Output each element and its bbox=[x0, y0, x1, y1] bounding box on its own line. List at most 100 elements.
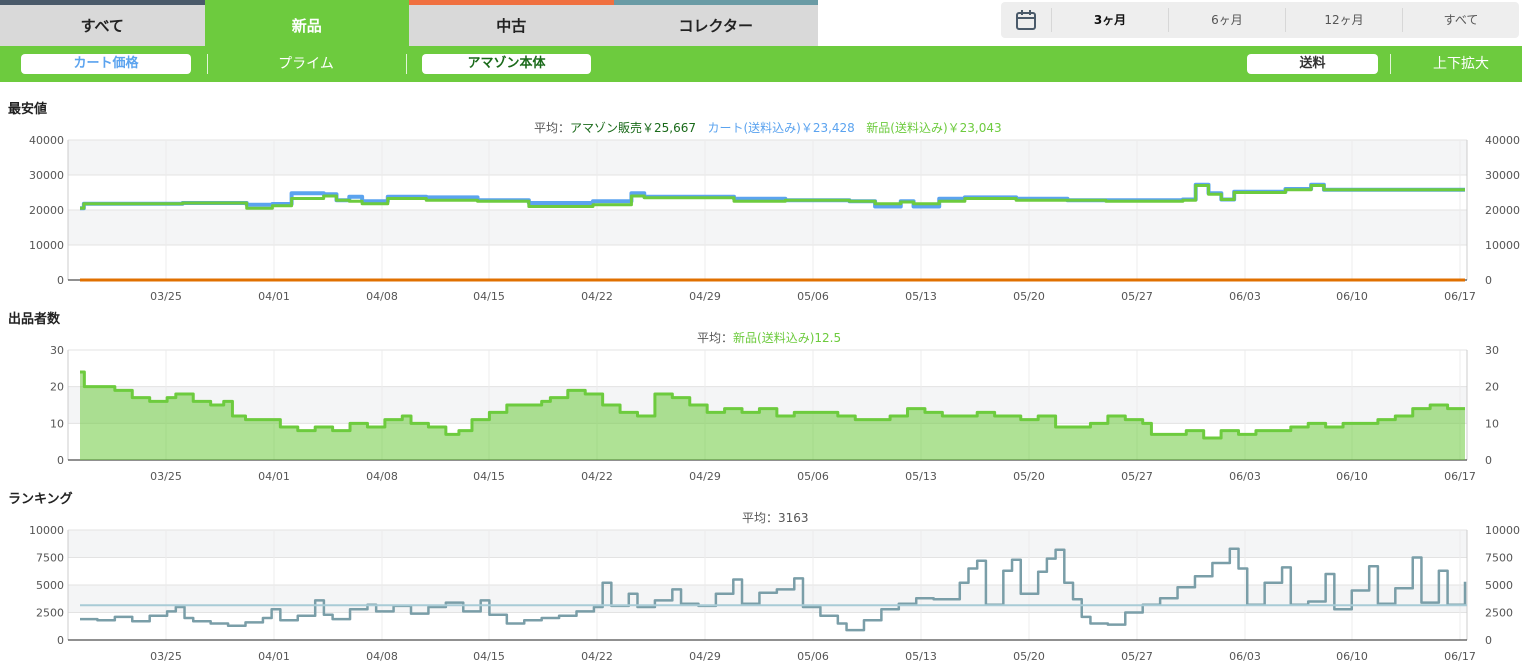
y-tick-label-right: 10000 bbox=[1485, 524, 1520, 537]
series-line bbox=[80, 370, 1465, 440]
tab-all[interactable]: すべて bbox=[0, 0, 205, 46]
x-tick-label: 04/08 bbox=[366, 290, 398, 303]
x-tick-label: 06/03 bbox=[1229, 470, 1261, 483]
y-tick-label-right: 10000 bbox=[1485, 239, 1520, 252]
y-tick-label-right: 20000 bbox=[1485, 204, 1520, 217]
series-toolbar: カート価格 プライム アマゾン本体 送料 上下拡大 bbox=[0, 46, 1522, 82]
x-tick-label: 04/22 bbox=[581, 650, 613, 663]
shipping-toggle[interactable]: 送料 bbox=[1247, 54, 1378, 74]
toolbar-divider bbox=[207, 54, 208, 74]
y-tick-label-left: 20000 bbox=[29, 204, 64, 217]
toolbar-divider bbox=[406, 54, 407, 74]
x-tick-label: 04/08 bbox=[366, 650, 398, 663]
y-tick-label-right: 10 bbox=[1485, 417, 1499, 430]
range-all[interactable]: すべて bbox=[1402, 8, 1519, 32]
rank-section-title: ランキング bbox=[8, 492, 73, 507]
y-tick-label-left: 20 bbox=[50, 381, 64, 394]
grid-band bbox=[68, 585, 1467, 613]
x-tick-label: 06/03 bbox=[1229, 650, 1261, 663]
avg-prefix: 平均： bbox=[697, 331, 734, 345]
y-tick-label-right: 0 bbox=[1485, 274, 1492, 287]
x-tick-label: 06/10 bbox=[1336, 650, 1368, 663]
y-tick-label-left: 10000 bbox=[29, 524, 64, 537]
x-tick-label: 04/29 bbox=[689, 650, 721, 663]
x-tick-label: 04/22 bbox=[581, 470, 613, 483]
prime-toggle[interactable]: プライム bbox=[278, 56, 334, 72]
y-tick-label-left: 7500 bbox=[36, 552, 64, 565]
y-tick-label-right: 5000 bbox=[1485, 579, 1513, 592]
range-6m[interactable]: 6ヶ月 bbox=[1168, 8, 1285, 32]
x-tick-label: 05/13 bbox=[905, 470, 937, 483]
y-tick-label-left: 2500 bbox=[36, 607, 64, 620]
offers-average: 平均：新品(送料込み)12.5 bbox=[697, 329, 841, 346]
y-tick-label-left: 30000 bbox=[29, 169, 64, 182]
x-tick-label: 04/15 bbox=[473, 650, 505, 663]
tab-new[interactable]: 新品 bbox=[204, 0, 409, 46]
range-selector: 3ヶ月 6ヶ月 12ヶ月 すべて bbox=[1001, 2, 1519, 38]
toolbar-divider bbox=[1390, 54, 1391, 74]
y-tick-label-left: 40000 bbox=[29, 134, 64, 147]
y-tick-label-right: 0 bbox=[1485, 634, 1492, 647]
x-tick-label: 06/17 bbox=[1444, 290, 1476, 303]
x-tick-label: 04/08 bbox=[366, 470, 398, 483]
x-tick-label: 04/01 bbox=[258, 470, 290, 483]
cart-price-toggle[interactable]: カート価格 bbox=[21, 54, 191, 74]
y-tick-label-left: 30 bbox=[50, 344, 64, 357]
y-tick-label-right: 0 bbox=[1485, 454, 1492, 467]
x-tick-label: 05/20 bbox=[1013, 470, 1045, 483]
condition-tabs: すべて 新品 中古 コレクター bbox=[0, 0, 818, 46]
x-tick-label: 05/27 bbox=[1121, 290, 1153, 303]
y-tick-label-right: 30000 bbox=[1485, 169, 1520, 182]
offers-chart: 0 0 10 10 20 20 30 30 03/25 04/01 04/08 04/15 04/22 0… bbox=[50, 344, 1499, 483]
y-tick-label-left: 0 bbox=[57, 634, 64, 647]
grid-band bbox=[68, 140, 1467, 175]
x-tick-label: 06/17 bbox=[1444, 650, 1476, 663]
rank-chart: 0 0 2500 2500 5000 5000 7500 7500 10000 10000 03/2… bbox=[29, 524, 1520, 663]
tab-used[interactable]: 中古 bbox=[409, 0, 614, 46]
range-3m[interactable]: 3ヶ月 bbox=[1051, 8, 1168, 32]
avg-new-offers: 新品(送料込み)12.5 bbox=[733, 331, 842, 345]
avg-new: 新品(送料込み)￥23,043 bbox=[866, 121, 1002, 135]
x-tick-label: 04/01 bbox=[258, 650, 290, 663]
x-tick-label: 03/25 bbox=[150, 650, 182, 663]
price-section-title: 最安値 bbox=[8, 102, 48, 117]
x-tick-label: 04/15 bbox=[473, 290, 505, 303]
rank-average: 平均：3163 bbox=[742, 511, 809, 525]
grid-band bbox=[68, 530, 1467, 558]
avg-prefix: 平均： bbox=[534, 121, 571, 135]
x-tick-label: 03/25 bbox=[150, 470, 182, 483]
zoom-toggle[interactable]: 上下拡大 bbox=[1433, 56, 1489, 72]
calendar-icon[interactable] bbox=[1001, 9, 1051, 31]
series-area bbox=[80, 372, 1465, 460]
x-tick-label: 04/22 bbox=[581, 290, 613, 303]
x-tick-label: 05/27 bbox=[1121, 650, 1153, 663]
x-tick-label: 05/06 bbox=[797, 290, 829, 303]
y-tick-label-left: 10 bbox=[50, 417, 64, 430]
x-tick-label: 04/01 bbox=[258, 290, 290, 303]
x-tick-label: 05/20 bbox=[1013, 650, 1045, 663]
x-tick-label: 06/10 bbox=[1336, 290, 1368, 303]
price-chart: 0 0 10000 10000 20000 20000 30000 30000 40000 400… bbox=[29, 134, 1520, 303]
x-tick-label: 05/13 bbox=[905, 290, 937, 303]
series-line bbox=[80, 547, 1467, 632]
avg-amazon: アマゾン販売￥25,667 bbox=[570, 121, 697, 135]
x-tick-label: 03/25 bbox=[150, 290, 182, 303]
amazon-toggle[interactable]: アマゾン本体 bbox=[422, 54, 591, 74]
range-12m[interactable]: 12ヶ月 bbox=[1285, 8, 1402, 32]
y-tick-label-right: 20 bbox=[1485, 381, 1499, 394]
y-tick-label-right: 7500 bbox=[1485, 552, 1513, 565]
x-tick-label: 05/06 bbox=[797, 650, 829, 663]
x-tick-label: 05/27 bbox=[1121, 470, 1153, 483]
offers-section-title: 出品者数 bbox=[8, 312, 61, 327]
x-tick-label: 04/15 bbox=[473, 470, 505, 483]
grid-band bbox=[68, 210, 1467, 245]
tab-collector[interactable]: コレクター bbox=[613, 0, 818, 46]
x-tick-label: 04/29 bbox=[689, 290, 721, 303]
x-tick-label: 06/10 bbox=[1336, 470, 1368, 483]
x-tick-label: 05/06 bbox=[797, 470, 829, 483]
x-tick-label: 05/13 bbox=[905, 650, 937, 663]
y-tick-label-right: 30 bbox=[1485, 344, 1499, 357]
y-tick-label-right: 2500 bbox=[1485, 607, 1513, 620]
x-tick-label: 06/17 bbox=[1444, 470, 1476, 483]
series-line bbox=[80, 184, 1465, 210]
